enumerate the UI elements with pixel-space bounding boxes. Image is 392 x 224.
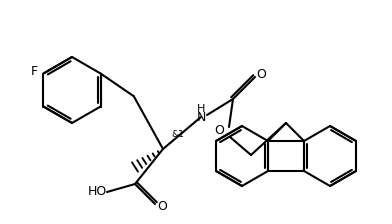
Text: O: O <box>256 67 266 80</box>
Text: H: H <box>197 104 205 114</box>
Text: &1: &1 <box>171 130 184 139</box>
Text: HO: HO <box>87 185 107 198</box>
Text: F: F <box>31 65 38 78</box>
Text: N: N <box>196 110 206 123</box>
Text: O: O <box>214 123 224 136</box>
Text: O: O <box>157 200 167 213</box>
